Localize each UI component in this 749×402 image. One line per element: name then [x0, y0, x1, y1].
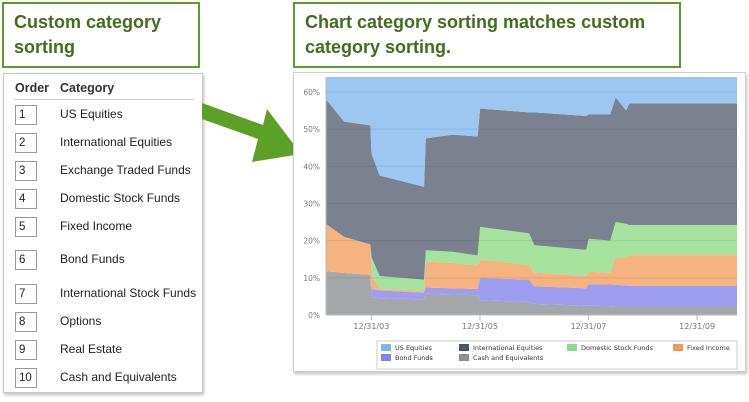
legend-swatch	[381, 354, 391, 361]
area-us-equities	[326, 77, 737, 187]
legend-swatch	[459, 354, 469, 361]
y-tick-label: 20%	[303, 237, 320, 246]
legend-item[interactable]: Fixed Income	[673, 344, 730, 352]
category-label: Domestic Stock Funds	[60, 191, 181, 205]
category-label: Cash and Equivalents	[60, 370, 177, 384]
legend-label: Bond Funds	[395, 354, 433, 362]
y-tick-label: 10%	[303, 274, 320, 283]
y-tick-label: 50%	[303, 125, 320, 134]
legend-item[interactable]: Cash and Equivalents	[459, 354, 544, 362]
category-label: Fixed Income	[60, 219, 133, 233]
order-column-header: Order	[15, 81, 50, 95]
x-tick-label: 12/31/03	[353, 322, 389, 331]
stacked-area-chart: 0% 10% 20% 30% 40% 50% 60% 12/31/03 12/31/05 12/3…	[303, 77, 738, 370]
category-label: International Stock Funds	[60, 286, 197, 300]
order-input[interactable]: 7	[15, 284, 37, 304]
area-cash-and-equivalents	[326, 271, 737, 315]
area-domestic-stock-funds	[326, 222, 737, 291]
legend-item[interactable]: International Equities	[459, 344, 543, 352]
legend-swatch	[459, 344, 469, 351]
header-divider	[14, 99, 194, 100]
legend-swatch	[567, 344, 577, 351]
legend-label: US Equities	[395, 344, 432, 352]
legend-label: Domestic Stock Funds	[581, 344, 653, 352]
category-column-header: Category	[60, 81, 115, 95]
x-tick-label: 12/31/07	[571, 322, 607, 331]
table-row: 9 Real Estate	[15, 340, 200, 362]
category-label: US Equities	[60, 107, 123, 121]
order-input[interactable]: 9	[15, 340, 37, 360]
table-row: 3 Exchange Traded Funds	[15, 161, 200, 183]
y-tick-label: 40%	[303, 162, 320, 171]
order-input[interactable]: 3	[15, 161, 37, 181]
legend-item[interactable]: US Equities	[381, 344, 432, 352]
order-input[interactable]: 8	[15, 312, 37, 332]
order-input[interactable]: 4	[15, 189, 37, 209]
table-row: 4 Domestic Stock Funds	[15, 189, 200, 211]
legend-label: Fixed Income	[687, 344, 730, 352]
category-order-table: Order Category 1 US Equities 2 Internationa…	[3, 73, 203, 393]
category-label: Bond Funds	[60, 252, 125, 266]
area-bond-funds	[326, 271, 737, 307]
y-tick-label: 60%	[303, 88, 320, 97]
table-row: 8 Options	[15, 312, 200, 334]
order-input[interactable]: 5	[15, 217, 37, 237]
order-input[interactable]: 2	[15, 133, 37, 153]
category-label: Real Estate	[60, 342, 123, 356]
legend-swatch	[381, 344, 391, 351]
callout-chart-sorting: Chart category sorting matches custom ca…	[293, 2, 681, 68]
area-international-equities	[326, 97, 737, 280]
order-input[interactable]: 1	[15, 105, 37, 125]
allocation-chart: 0% 10% 20% 30% 40% 50% 60% 12/31/03 12/31/05 12/3…	[293, 72, 746, 372]
legend-label: Cash and Equivalents	[473, 354, 544, 362]
table-row: 1 US Equities	[15, 105, 200, 127]
order-input[interactable]: 10	[15, 368, 37, 388]
y-tick-label: 0%	[308, 311, 320, 320]
legend-label: International Equities	[473, 344, 543, 352]
category-label: International Equities	[60, 135, 173, 149]
table-row: 7 International Stock Funds	[15, 284, 200, 306]
legend: US Equities International Equities Domesti…	[376, 340, 738, 370]
table-row: 5 Fixed Income	[15, 217, 200, 239]
category-label: Exchange Traded Funds	[60, 163, 191, 177]
order-input[interactable]: 6	[15, 250, 37, 270]
legend-swatch	[673, 344, 683, 351]
table-row: 6 Bond Funds	[15, 250, 200, 272]
legend-item[interactable]: Bond Funds	[381, 354, 433, 362]
x-tick-label: 12/31/09	[679, 322, 715, 331]
area-fixed-income	[326, 223, 737, 293]
y-tick-label: 30%	[303, 199, 320, 208]
table-row: 2 International Equities	[15, 133, 200, 155]
callout-custom-sorting: Custom category sorting	[2, 2, 200, 68]
category-label: Options	[60, 314, 102, 328]
table-row: 10 Cash and Equivalents	[15, 368, 200, 390]
legend-item[interactable]: Domestic Stock Funds	[567, 344, 653, 352]
x-tick-label: 12/31/05	[462, 322, 498, 331]
